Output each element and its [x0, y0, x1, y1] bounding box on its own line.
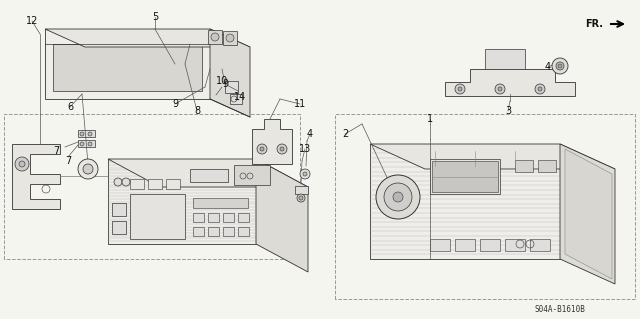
Bar	[530, 239, 550, 251]
Polygon shape	[108, 159, 308, 187]
Circle shape	[260, 147, 264, 151]
Polygon shape	[108, 159, 256, 244]
Text: 13: 13	[299, 144, 311, 154]
Polygon shape	[565, 149, 612, 279]
Polygon shape	[225, 81, 238, 93]
Text: 9: 9	[172, 99, 178, 109]
Polygon shape	[485, 49, 525, 69]
Text: 7: 7	[53, 146, 59, 156]
Text: 7: 7	[65, 156, 71, 166]
Circle shape	[211, 33, 219, 41]
Polygon shape	[12, 144, 60, 209]
Bar	[480, 239, 500, 251]
Polygon shape	[208, 30, 222, 44]
Polygon shape	[252, 119, 292, 164]
Circle shape	[277, 144, 287, 154]
Bar	[455, 239, 475, 251]
Polygon shape	[78, 140, 95, 147]
Polygon shape	[223, 31, 237, 45]
Circle shape	[299, 196, 303, 200]
Circle shape	[535, 84, 545, 94]
Text: 10: 10	[216, 76, 228, 86]
Text: 3: 3	[505, 106, 511, 116]
Circle shape	[300, 169, 310, 179]
Text: 2: 2	[342, 129, 348, 139]
Polygon shape	[210, 29, 250, 117]
Circle shape	[80, 132, 84, 136]
Circle shape	[498, 87, 502, 91]
Circle shape	[226, 34, 234, 42]
Polygon shape	[256, 159, 308, 272]
Text: FR.: FR.	[585, 19, 603, 29]
Circle shape	[78, 159, 98, 179]
Text: 4: 4	[307, 129, 313, 139]
Circle shape	[558, 64, 562, 68]
Text: S04A-B1610B: S04A-B1610B	[534, 305, 586, 314]
Circle shape	[257, 144, 267, 154]
Polygon shape	[190, 169, 228, 182]
Bar	[223, 227, 234, 236]
Polygon shape	[230, 94, 242, 104]
Polygon shape	[445, 69, 575, 96]
Circle shape	[556, 62, 564, 70]
Text: 9: 9	[222, 79, 228, 89]
Bar	[130, 179, 144, 189]
Bar	[208, 227, 219, 236]
Bar	[515, 160, 533, 172]
Bar	[538, 160, 556, 172]
Text: 5: 5	[152, 12, 158, 22]
Bar	[193, 198, 248, 208]
Bar	[505, 239, 525, 251]
Bar	[238, 213, 249, 222]
Bar	[208, 213, 219, 222]
Circle shape	[122, 178, 130, 186]
Polygon shape	[53, 44, 202, 91]
Text: 4: 4	[545, 62, 551, 72]
Polygon shape	[560, 144, 615, 284]
Bar	[430, 159, 500, 194]
Circle shape	[80, 142, 84, 146]
Circle shape	[15, 157, 29, 171]
Text: 6: 6	[67, 102, 73, 112]
Circle shape	[376, 175, 420, 219]
Bar	[193, 213, 204, 222]
Text: 11: 11	[294, 99, 306, 109]
Circle shape	[19, 161, 25, 167]
Bar	[112, 203, 126, 216]
Polygon shape	[370, 144, 560, 259]
Circle shape	[384, 183, 412, 211]
Circle shape	[455, 84, 465, 94]
Bar	[432, 161, 498, 192]
Polygon shape	[295, 186, 308, 194]
Bar	[148, 179, 162, 189]
Text: 14: 14	[234, 92, 246, 102]
Circle shape	[83, 164, 93, 174]
Circle shape	[297, 194, 305, 202]
Circle shape	[88, 132, 92, 136]
Circle shape	[393, 192, 403, 202]
Polygon shape	[45, 29, 210, 99]
Circle shape	[280, 147, 284, 151]
Text: 1: 1	[427, 114, 433, 124]
Text: 12: 12	[26, 16, 38, 26]
Circle shape	[303, 172, 307, 176]
Bar	[166, 179, 180, 189]
Circle shape	[495, 84, 505, 94]
Text: 8: 8	[194, 106, 200, 116]
Circle shape	[88, 142, 92, 146]
Circle shape	[114, 178, 122, 186]
Polygon shape	[78, 130, 95, 137]
Bar	[193, 227, 204, 236]
Bar	[130, 194, 185, 239]
Circle shape	[458, 87, 462, 91]
Polygon shape	[234, 165, 270, 185]
Polygon shape	[370, 144, 615, 169]
Bar	[223, 213, 234, 222]
Circle shape	[538, 87, 542, 91]
Polygon shape	[45, 29, 250, 47]
Bar	[238, 227, 249, 236]
Circle shape	[552, 58, 568, 74]
Bar	[430, 239, 450, 251]
Bar	[112, 221, 126, 234]
